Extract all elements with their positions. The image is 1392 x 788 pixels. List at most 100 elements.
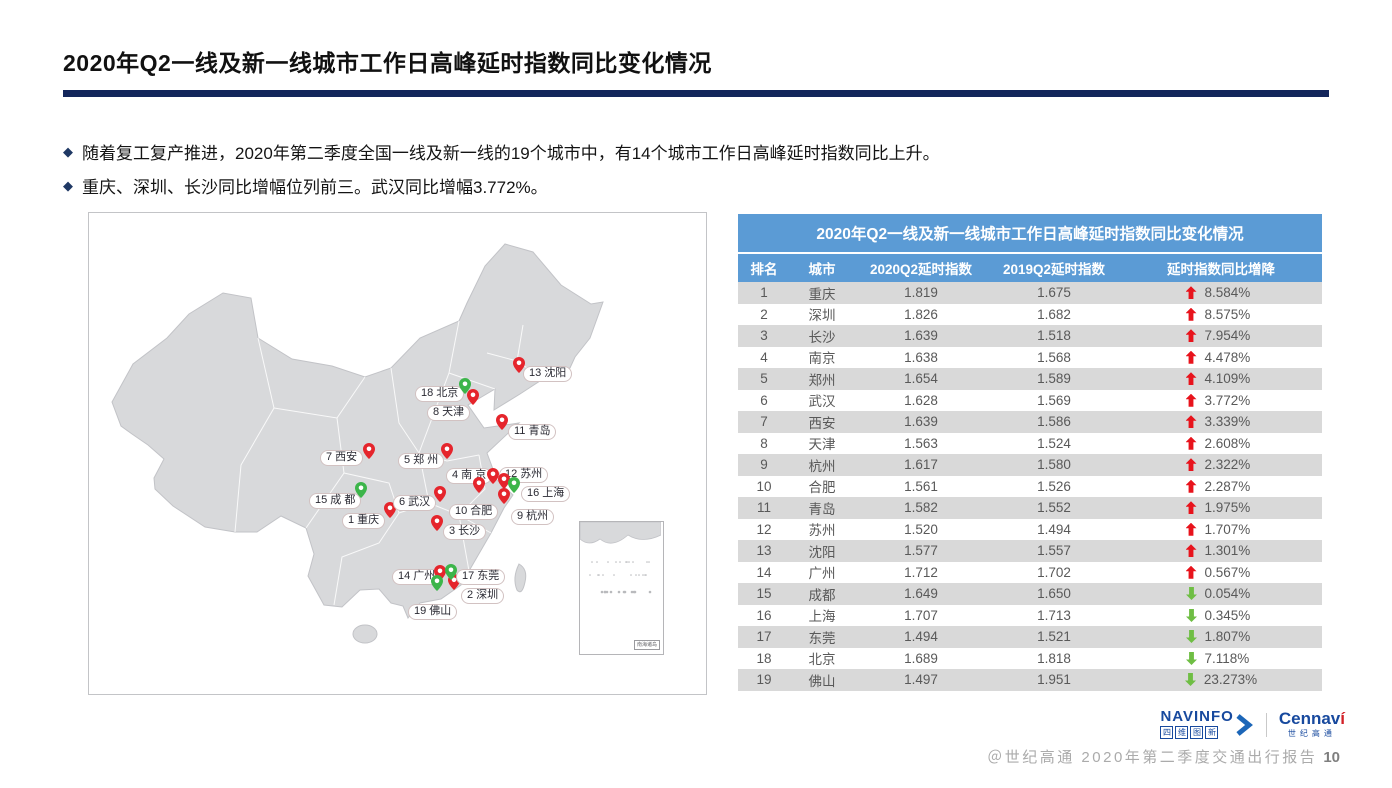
cell-change: 0.345% xyxy=(1120,605,1322,627)
cell-2020q2-index: 1.654 xyxy=(904,371,938,387)
city-marker-label: 3 长沙 xyxy=(443,524,487,540)
table-row: 16 上海 1.707 1.713 0.345% xyxy=(738,604,1322,627)
china-map-panel: 1 重庆 2 深圳 3 长沙 4 南 京 5 郑 州 xyxy=(88,212,707,695)
trend-arrow-icon xyxy=(1185,479,1197,493)
change-percent: 3.339% xyxy=(1204,414,1251,430)
cell-2019q2-index: 1.818 xyxy=(1037,650,1071,666)
trend-arrow-icon xyxy=(1185,544,1197,558)
cell-2020q2-index: 1.494 xyxy=(904,629,938,645)
navinfo-chevron-icon xyxy=(1236,713,1253,736)
cell-2020q2-index: 1.582 xyxy=(904,500,938,516)
city-marker-label: 9 杭州 xyxy=(511,509,555,525)
cell-city: 杭州 xyxy=(808,458,836,474)
footer-caption-text: ＠世纪高通 2020年第二季度交通出行报告 xyxy=(987,749,1318,766)
cennavi-wordmark: Cennav xyxy=(1278,708,1341,728)
delay-index-table: 2020年Q2一线及新一线城市工作日高峰延时指数同比变化情况 排名 城市 202… xyxy=(738,214,1322,691)
cell-city: 青岛 xyxy=(808,501,836,517)
cell-change: 1.975% xyxy=(1120,497,1322,519)
table-row: 17 东莞 1.494 1.521 1.807% xyxy=(738,626,1322,648)
cell-2019q2-index: 1.951 xyxy=(1037,672,1071,688)
cell-rank: 16 xyxy=(756,607,772,623)
cell-2019q2-index: 1.524 xyxy=(1037,435,1071,451)
map-pin-icon xyxy=(434,486,446,502)
change-percent: 4.478% xyxy=(1204,349,1251,365)
table-row: 12 苏州 1.520 1.494 1.707% xyxy=(738,518,1322,540)
cell-2020q2-index: 1.497 xyxy=(904,672,938,688)
bullet-item: ◆ 重庆、深圳、长沙同比增幅位列前三。武汉同比增幅3.772%。 xyxy=(63,173,548,198)
inset-label: 南海诸岛 xyxy=(633,640,660,650)
city-marker-label: 6 武汉 xyxy=(393,495,437,511)
table-row: 15 成都 1.649 1.650 0.054% xyxy=(738,583,1322,605)
table-body: 1 重庆 1.819 1.675 8.584% 2 深圳 1.826 1.682… xyxy=(738,282,1322,691)
cell-rank: 9 xyxy=(760,457,768,473)
cell-change: 3.772% xyxy=(1120,390,1322,412)
cell-2020q2-index: 1.617 xyxy=(904,457,938,473)
cell-rank: 19 xyxy=(756,672,772,688)
table-row: 6 武汉 1.628 1.569 3.772% xyxy=(738,389,1322,412)
change-percent: 2.287% xyxy=(1204,478,1251,494)
city-marker-label: 10 合肥 xyxy=(449,504,499,520)
cell-change: 3.339% xyxy=(1120,411,1322,433)
trend-arrow-icon xyxy=(1185,565,1197,579)
cell-city: 西安 xyxy=(808,415,836,431)
cell-change: 1.301% xyxy=(1120,540,1322,562)
navinfo-cn-char: 新 xyxy=(1205,726,1219,739)
cennavi-logo: Cennaví 世纪高通 xyxy=(1278,708,1345,739)
cell-rank: 10 xyxy=(756,478,772,494)
column-header-change: 延时指数同比增降 xyxy=(1167,262,1275,277)
change-percent: 0.054% xyxy=(1204,586,1251,602)
map-pin-icon xyxy=(513,357,525,373)
navinfo-wordmark: NAVINFO xyxy=(1160,708,1234,725)
table-row: 14 广州 1.712 1.702 0.567% xyxy=(738,561,1322,583)
bullet-item: ◆ 随着复工复产推进，2020年第二季度全国一线及新一线的19个城市中，有14个… xyxy=(63,139,940,164)
trend-arrow-icon xyxy=(1186,587,1197,600)
cell-2020q2-index: 1.826 xyxy=(904,306,938,322)
cell-city: 深圳 xyxy=(808,308,836,324)
cell-change: 7.118% xyxy=(1120,648,1322,670)
cell-rank: 18 xyxy=(756,650,772,666)
table-row: 3 长沙 1.639 1.518 7.954% xyxy=(738,325,1322,347)
column-header-city: 城市 xyxy=(808,262,836,277)
marker-layer: 1 重庆 2 深圳 3 长沙 4 南 京 5 郑 州 xyxy=(89,213,706,694)
bullet-text: 随着复工复产推进，2020年第二季度全国一线及新一线的19个城市中，有14个城市… xyxy=(82,144,940,163)
cell-2020q2-index: 1.628 xyxy=(904,392,938,408)
cell-2019q2-index: 1.580 xyxy=(1037,457,1071,473)
trend-arrow-icon xyxy=(1185,350,1197,364)
diamond-bullet-icon: ◆ xyxy=(63,143,73,159)
city-marker-label: 4 南 京 xyxy=(446,468,493,484)
cell-rank: 17 xyxy=(756,629,772,645)
cell-2019q2-index: 1.494 xyxy=(1037,521,1071,537)
cell-rank: 14 xyxy=(756,564,772,580)
map-pin-icon xyxy=(498,488,510,504)
map-pin-icon xyxy=(431,575,443,591)
page-title: 2020年Q2一线及新一线城市工作日高峰延时指数同比变化情况 xyxy=(63,50,712,76)
change-percent: 2.608% xyxy=(1204,435,1251,451)
trend-arrow-icon xyxy=(1186,652,1197,665)
cell-2019q2-index: 1.552 xyxy=(1037,500,1071,516)
south-sea-inset: 南海诸岛 xyxy=(579,521,664,655)
navinfo-logo: NAVINFO 四维图新 xyxy=(1160,708,1253,739)
table-row: 18 北京 1.689 1.818 7.118% xyxy=(738,647,1322,670)
table-row: 4 南京 1.638 1.568 4.478% xyxy=(738,346,1322,368)
cell-2020q2-index: 1.689 xyxy=(904,650,938,666)
cell-change: 23.273% xyxy=(1120,669,1322,691)
cell-2019q2-index: 1.682 xyxy=(1037,306,1071,322)
change-percent: 7.118% xyxy=(1204,650,1250,666)
trend-arrow-icon xyxy=(1185,415,1197,429)
change-percent: 7.954% xyxy=(1204,328,1251,344)
cell-city: 北京 xyxy=(808,652,836,668)
column-header-rank: 排名 xyxy=(750,262,778,277)
column-header-2019q2: 2019Q2延时指数 xyxy=(1002,262,1106,277)
table-row: 10 合肥 1.561 1.526 2.287% xyxy=(738,475,1322,497)
table-header-row: 排名 城市 2020Q2延时指数 2019Q2延时指数 延时指数同比增降 xyxy=(738,254,1322,282)
cell-change: 2.608% xyxy=(1120,433,1322,455)
city-marker-label: 7 西安 xyxy=(320,450,364,466)
cell-city: 武汉 xyxy=(808,394,836,410)
cell-city: 上海 xyxy=(808,609,836,625)
change-percent: 8.575% xyxy=(1204,306,1251,322)
cell-2020q2-index: 1.639 xyxy=(904,328,938,344)
cell-city: 佛山 xyxy=(808,673,836,689)
cell-city: 南京 xyxy=(808,351,836,367)
cell-change: 0.054% xyxy=(1120,583,1322,605)
